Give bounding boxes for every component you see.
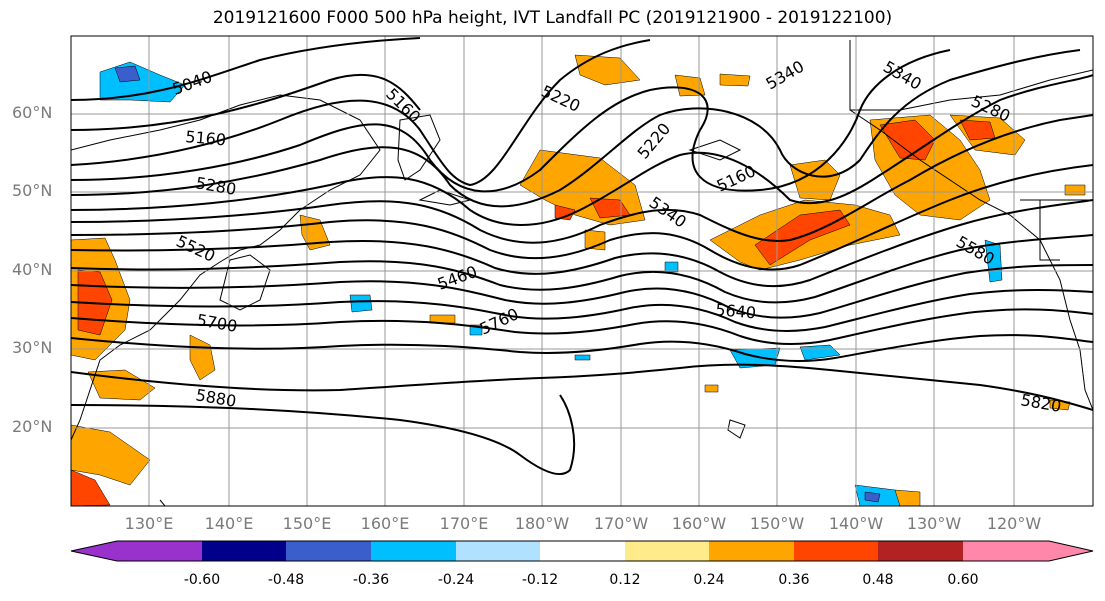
colorbar-segment (286, 541, 371, 561)
colorbar-outline (70, 540, 1094, 562)
lat-label: 40°N (12, 260, 53, 279)
lon-label: 160°E (360, 514, 410, 533)
lat-label: 60°N (12, 103, 53, 122)
contour-label: 5640 (715, 300, 757, 322)
coastlines (71, 40, 1093, 506)
colorbar-segment (202, 541, 286, 561)
colorbar-segment (709, 541, 794, 561)
lon-label: 150°E (282, 514, 332, 533)
lat-label: 20°N (12, 417, 53, 436)
lon-label: 120°W (986, 514, 1042, 533)
lon-label: 140°E (204, 514, 254, 533)
gridlines (71, 36, 1093, 506)
colorbar-segment (963, 541, 1049, 561)
colorbar-segment (456, 541, 540, 561)
colorbar-tick-label: -0.24 (437, 572, 475, 588)
colorbar-segment (878, 541, 963, 561)
lon-label: 170°W (593, 514, 649, 533)
lon-label: 130°E (124, 514, 174, 533)
colorbar-tick-label: -0.36 (352, 572, 390, 588)
height-contours (71, 37, 1093, 475)
colorbar-left-extension (71, 541, 117, 561)
colorbar-tick-label: 0.24 (693, 572, 725, 588)
lon-label: 140°W (828, 514, 884, 533)
colorbar-tick-label: 0.36 (778, 572, 810, 588)
contour-label: 5160 (185, 127, 227, 149)
colorbar-segment (117, 541, 202, 561)
colorbar-tick-label: 0.48 (862, 572, 894, 588)
colorbar-right-extension (1049, 541, 1093, 561)
colorbar-segment (540, 541, 625, 561)
lon-label: 150°W (749, 514, 805, 533)
lat-label: 30°N (12, 338, 53, 357)
colorbar-tick-label: -0.48 (267, 572, 305, 588)
map-title: 2019121600 F000 500 hPa height, IVT Land… (212, 8, 893, 28)
lon-label: 160°W (671, 514, 727, 533)
colorbar-tick-label: -0.60 (183, 572, 221, 588)
lon-label: 130°W (906, 514, 962, 533)
colorbar-tick-label: 0.60 (947, 572, 979, 588)
colorbar-tick-label: -0.12 (521, 572, 559, 588)
colorbar-segment (625, 541, 709, 561)
lat-label: 50°N (12, 181, 53, 200)
colorbar (70, 540, 1094, 562)
colorbar-segment (794, 541, 878, 561)
colorbar-tick-label: 0.12 (609, 572, 641, 588)
lon-label: 170°E (439, 514, 489, 533)
map-frame (70, 35, 1094, 507)
map-panel: 5040 5160 5220 5340 5220 5160 5160 5280 … (71, 36, 1093, 506)
colorbar-segment (371, 541, 456, 561)
lon-label: 180°W (514, 514, 570, 533)
